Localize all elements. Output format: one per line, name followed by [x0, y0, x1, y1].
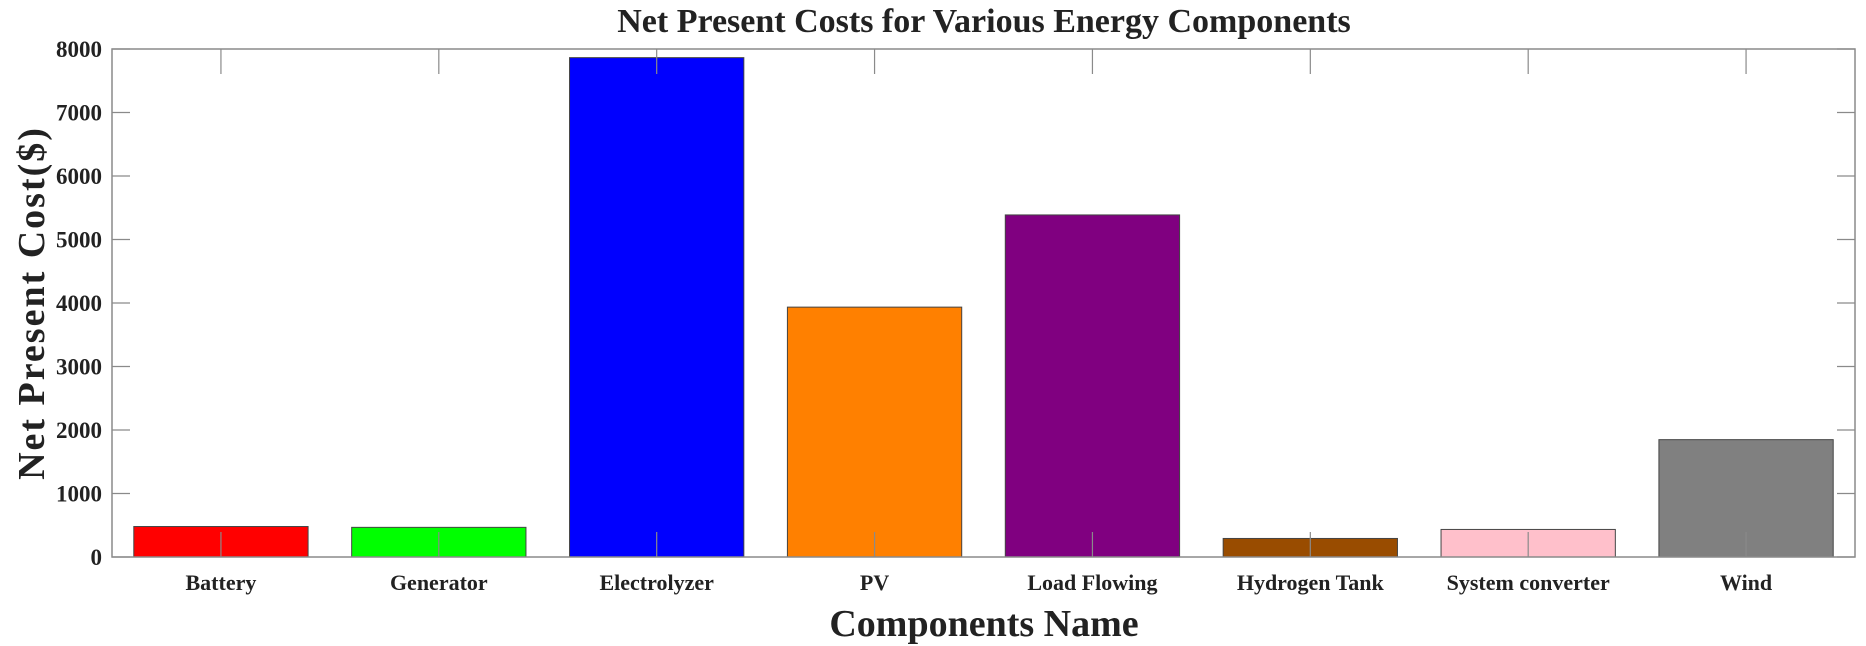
x-tick-label: Load Flowing [1027, 570, 1157, 595]
chart-title: Net Present Costs for Various Energy Com… [617, 3, 1351, 40]
bar-load-flowing [1004, 214, 1181, 558]
x-tick-label: System converter [1447, 570, 1610, 595]
plot-area-frame [111, 48, 1856, 558]
y-axis-title: Net Present Cost($) [11, 126, 53, 480]
y-tick-label: 1000 [56, 482, 102, 507]
bar-pv [786, 306, 963, 558]
y-tick-label: 0 [91, 545, 103, 570]
y-tick-label: 4000 [56, 291, 102, 316]
y-tick-label: 7000 [56, 101, 102, 126]
y-tick-label: 3000 [56, 355, 102, 380]
y-tick-label: 5000 [56, 228, 102, 253]
x-tick-label: Battery [186, 570, 257, 595]
y-tick-label: 2000 [56, 418, 102, 443]
x-tick-label: Hydrogen Tank [1237, 570, 1385, 595]
y-tick-label: 8000 [56, 37, 102, 62]
x-tick-label: Electrolyzer [599, 570, 714, 595]
y-tick-label: 6000 [56, 164, 102, 189]
x-axis-title: Components Name [829, 603, 1138, 645]
x-tick-label: Wind [1720, 570, 1772, 595]
bar-electrolyzer [569, 57, 745, 558]
x-tick-label: Generator [390, 570, 488, 595]
x-tick-label: PV [860, 570, 889, 595]
